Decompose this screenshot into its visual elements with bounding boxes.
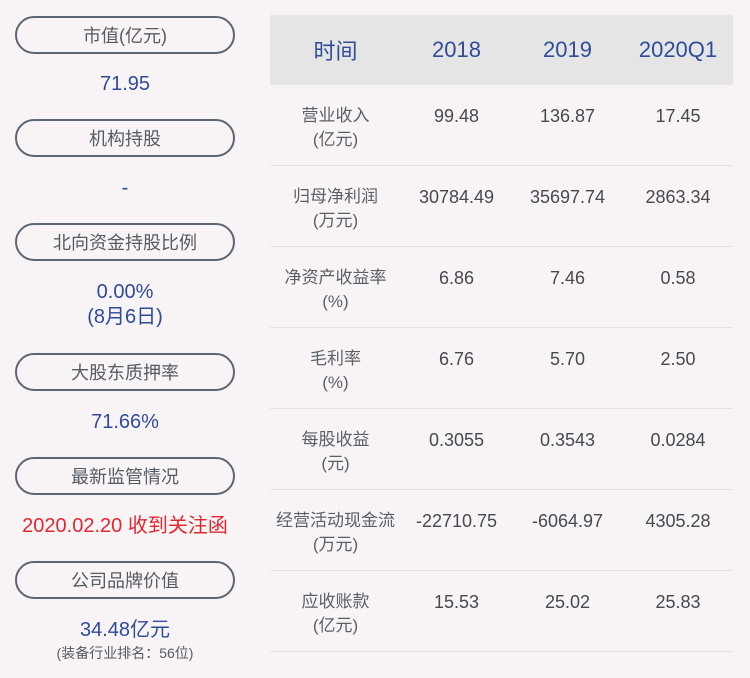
table-row-eps: 每股收益 (元) 0.3055 0.3543 0.0284 <box>270 409 733 490</box>
cell-2020q1: 0.0284 <box>650 430 706 450</box>
northbound-date: (8月6日) <box>87 306 163 328</box>
table-row-receivables: 应收账款 (亿元) 15.53 25.02 25.83 <box>270 571 733 652</box>
cell-2018: 99.48 <box>433 106 480 126</box>
header-2019: 2019 <box>543 37 592 62</box>
metric-name: 营业收入 <box>301 106 370 125</box>
metric-unit: (亿元) <box>312 130 359 149</box>
brand-value-label: 公司品牌价值 <box>15 561 235 599</box>
label-text: 北向资金持股比例 <box>53 233 197 253</box>
institutional-holding-label: 机构持股 <box>15 119 235 157</box>
regulatory-status-value: 2020.02.20 收到关注函 <box>22 515 228 537</box>
label-text: 机构持股 <box>89 129 161 149</box>
cell-2019: 25.02 <box>544 592 591 612</box>
row-label: 每股收益 (元) <box>270 409 401 476</box>
cell-2018: 6.76 <box>438 349 475 369</box>
row-label: 净资产收益率 (%) <box>270 247 401 314</box>
metric-unit: (亿元) <box>312 616 359 635</box>
cell-2018: -22710.75 <box>415 511 498 531</box>
row-label: 应收账款 (亿元) <box>270 571 401 638</box>
brand-value: 34.48亿元 (装备行业排名：56位) <box>0 618 250 663</box>
table-row-roe: 净资产收益率 (%) 6.86 7.46 0.58 <box>270 247 733 328</box>
table-row-gross-margin: 毛利率 (%) 6.76 5.70 2.50 <box>270 328 733 409</box>
header-time: 时间 <box>313 39 358 64</box>
header-2020q1: 2020Q1 <box>638 37 718 62</box>
brand-value-amount: 34.48亿元 <box>79 619 171 641</box>
cell-2019: 5.70 <box>549 349 586 369</box>
cell-2020q1: 17.45 <box>655 106 701 126</box>
label-text: 市值(亿元) <box>83 26 167 46</box>
cell-2018: 0.3055 <box>428 430 485 450</box>
regulatory-status-label: 最新监管情况 <box>15 457 235 495</box>
metric-unit: (元) <box>321 454 350 473</box>
cell-2018: 15.53 <box>433 592 480 612</box>
market-cap-value: 71.95 <box>99 73 151 95</box>
institutional-holding-value: - <box>121 177 129 199</box>
cell-2020q1: 4305.28 <box>645 511 711 531</box>
pledge-ratio-label: 大股东质押率 <box>15 353 235 391</box>
row-label: 营业收入 (亿元) <box>270 85 401 152</box>
metric-unit: (%) <box>322 292 349 311</box>
table-header: 时间 2018 2019 2020Q1 <box>270 15 733 85</box>
header-2018: 2018 <box>432 37 481 62</box>
label-text: 最新监管情况 <box>71 467 179 487</box>
table-row-net-profit: 归母净利润 (万元) 30784.49 35697.74 2863.34 <box>270 166 733 247</box>
cell-2020q1: 2863.34 <box>645 187 711 207</box>
row-label: 归母净利润 (万元) <box>270 166 401 233</box>
northbound-percent: 0.00% <box>96 281 154 303</box>
market-cap-label: 市值(亿元) <box>15 16 235 54</box>
label-text: 公司品牌价值 <box>71 571 179 591</box>
cell-2018: 6.86 <box>438 268 475 288</box>
metric-name: 每股收益 <box>301 430 370 449</box>
metric-name: 经营活动现金流 <box>276 511 395 530</box>
table-row-revenue: 营业收入 (亿元) 99.48 136.87 17.45 <box>270 85 733 166</box>
metric-unit: (万元) <box>312 535 359 554</box>
cell-2019: 0.3543 <box>539 430 596 450</box>
metric-unit: (%) <box>322 373 349 392</box>
cell-2020q1: 2.50 <box>660 349 696 369</box>
row-label: 经营活动现金流 (万元) <box>270 490 401 557</box>
northbound-holding-label: 北向资金持股比例 <box>15 223 235 261</box>
pledge-ratio-value: 71.66% <box>91 411 159 433</box>
row-label: 毛利率 (%) <box>270 328 401 395</box>
cell-2019: -6064.97 <box>531 511 604 531</box>
cell-2018: 30784.49 <box>418 187 495 207</box>
financial-table: 时间 2018 2019 2020Q1 营业收入 (亿元) 99.48 136.8… <box>270 15 733 652</box>
cell-2019: 136.87 <box>539 106 596 126</box>
cell-2019: 7.46 <box>549 268 586 288</box>
cell-2019: 35697.74 <box>529 187 606 207</box>
metric-name: 毛利率 <box>310 349 361 368</box>
northbound-holding-value: 0.00% (8月6日) <box>0 280 250 330</box>
metric-unit: (万元) <box>312 211 359 230</box>
cell-2020q1: 0.58 <box>660 268 696 288</box>
industry-rank-note: (装备行业排名：56位) <box>56 645 194 661</box>
metric-name: 净资产收益率 <box>284 268 387 287</box>
metric-name: 应收账款 <box>301 592 370 611</box>
cell-2020q1: 25.83 <box>655 592 701 612</box>
metric-name: 归母净利润 <box>293 187 378 206</box>
label-text: 大股东质押率 <box>71 363 179 383</box>
table-row-operating-cash-flow: 经营活动现金流 (万元) -22710.75 -6064.97 4305.28 <box>270 490 733 571</box>
